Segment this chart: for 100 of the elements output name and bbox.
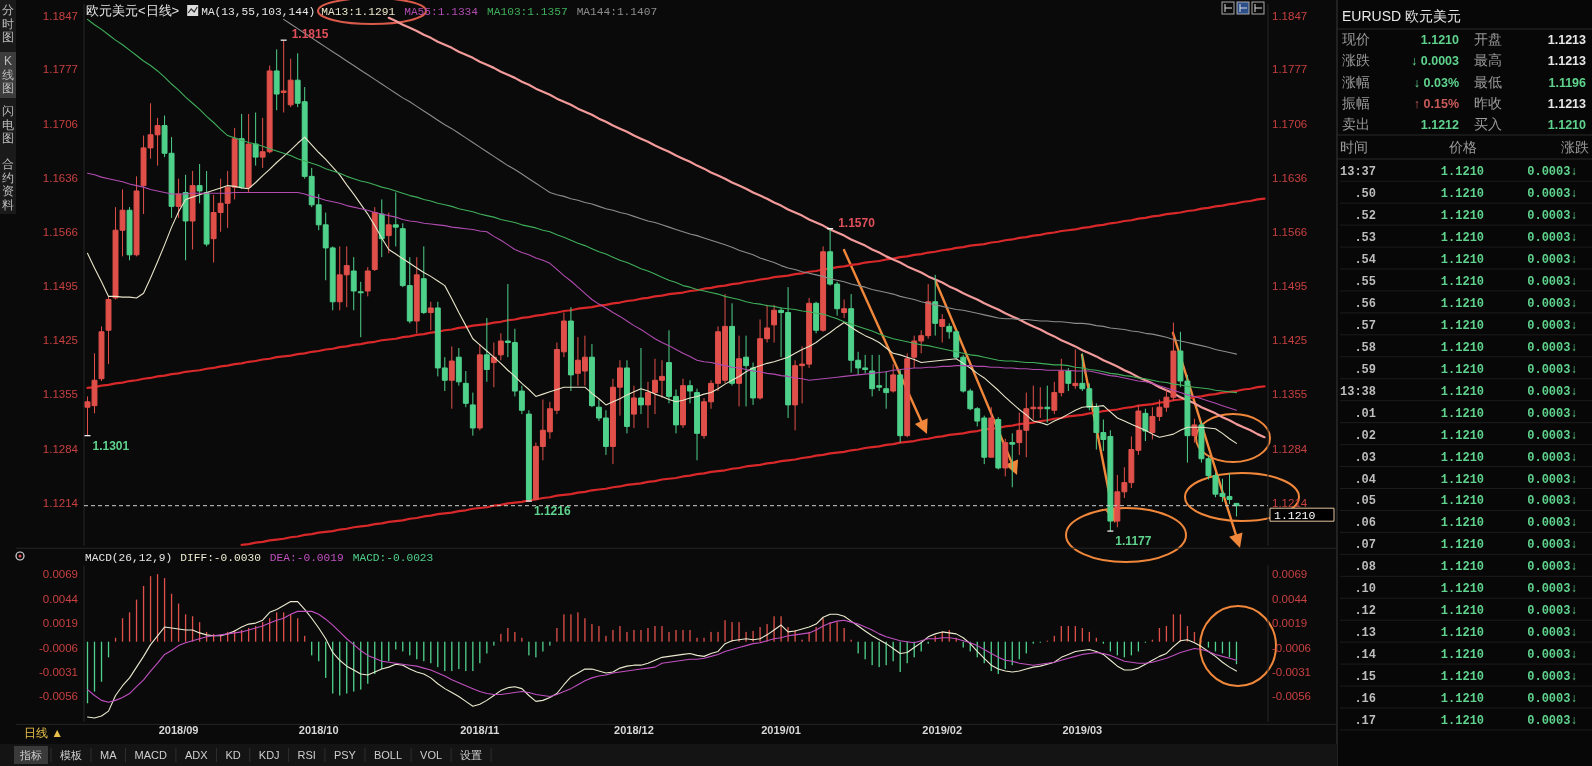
text: 1.1213 bbox=[1547, 54, 1587, 69]
text: 1.1212 bbox=[1420, 118, 1460, 133]
candlestick bbox=[680, 378, 686, 429]
text: .16 1.1210 0.0003↓ bbox=[1354, 692, 1578, 706]
ref-line-label: 1.1210 bbox=[1274, 508, 1316, 522]
candlestick bbox=[645, 381, 651, 429]
candlestick bbox=[890, 363, 897, 394]
y-tick-label: -0.0056 bbox=[38, 690, 78, 703]
candlestick bbox=[1142, 408, 1149, 442]
candlestick bbox=[631, 385, 637, 429]
candlestick bbox=[196, 163, 203, 204]
text: ADX bbox=[184, 749, 209, 761]
y-tick-label: -0.0031 bbox=[38, 666, 78, 679]
text: 模板 bbox=[60, 749, 82, 761]
y-tick-label: 1.1636 bbox=[42, 171, 78, 184]
text: 1.1196 bbox=[1548, 75, 1587, 90]
text: 日线 ▲ bbox=[24, 726, 64, 740]
text: EURUSD 欧元美元 bbox=[1342, 8, 1462, 24]
text: MACD bbox=[134, 749, 167, 761]
candlestick bbox=[413, 256, 420, 334]
text: BOLL bbox=[373, 749, 403, 761]
y-tick-label: 0.0019 bbox=[42, 617, 78, 630]
text: 13:38 1.1210 0.0003↓ bbox=[1340, 384, 1578, 399]
candlestick bbox=[883, 370, 890, 410]
annotation: 1.1815 bbox=[291, 27, 329, 42]
candlestick bbox=[638, 347, 644, 415]
y-tick-label: 1.1777 bbox=[42, 63, 78, 76]
candlestick bbox=[448, 345, 455, 410]
text: .57 1.1210 0.0003↓ bbox=[1354, 318, 1578, 333]
candlestick bbox=[364, 266, 371, 297]
candlestick bbox=[1044, 385, 1051, 424]
y2-tick-label: 1.1566 bbox=[1272, 225, 1308, 238]
text: MA bbox=[100, 749, 118, 761]
text: .07 1.1210 0.0003↓ bbox=[1354, 538, 1578, 553]
candlestick bbox=[820, 245, 827, 333]
candlestick bbox=[687, 379, 693, 404]
line-series bbox=[86, 197, 1266, 390]
line-series bbox=[240, 385, 1266, 547]
text: .54 1.1210 0.0003↓ bbox=[1354, 253, 1578, 267]
candlestick bbox=[420, 245, 427, 315]
line-series bbox=[387, 16, 1266, 439]
text: .05 1.1210 0.0003↓ bbox=[1354, 494, 1578, 509]
text: 1.1210 bbox=[1547, 118, 1587, 133]
text: 卖出 bbox=[1342, 116, 1370, 133]
y2-tick-label: 0.0069 bbox=[1272, 568, 1308, 581]
y-tick-label: 1.1355 bbox=[42, 388, 78, 401]
y2-tick-label: 1.1284 bbox=[1272, 442, 1308, 455]
text: .01 1.1210 0.0003↓ bbox=[1354, 406, 1578, 421]
text: .02 1.1210 0.0003↓ bbox=[1354, 428, 1578, 443]
y2-tick-label: -0.0031 bbox=[1272, 666, 1312, 679]
candlestick bbox=[378, 198, 385, 258]
candlestick bbox=[462, 370, 469, 408]
candlestick bbox=[1072, 348, 1079, 390]
text: ↓ 0.03% bbox=[1413, 75, 1459, 90]
y-tick-label: 1.1566 bbox=[42, 225, 78, 238]
text: ↑ 0.15% bbox=[1413, 96, 1459, 111]
chart-title: MACD(26,12,9) bbox=[85, 552, 173, 564]
text: .15 1.1210 0.0003↓ bbox=[1354, 670, 1578, 685]
y-tick-label: -0.0006 bbox=[38, 641, 78, 654]
y-tick-label: 1.1495 bbox=[42, 280, 78, 293]
text: ↓ 0.0003 bbox=[1411, 54, 1460, 69]
annotation: 1.1301 bbox=[92, 438, 130, 453]
text: .53 1.1210 0.0003↓ bbox=[1354, 231, 1578, 246]
x-tick-label: 2018/12 bbox=[614, 723, 654, 736]
text: MACD:-0.0023 bbox=[352, 552, 434, 564]
text: 时间 bbox=[1340, 139, 1368, 155]
text: .55 1.1210 0.0003↓ bbox=[1354, 274, 1578, 289]
text: .56 1.1210 0.0003↓ bbox=[1354, 296, 1578, 311]
text: 设置 bbox=[460, 749, 483, 761]
y-tick-label: 1.1706 bbox=[42, 118, 78, 131]
x-tick-label: 2019/03 bbox=[1062, 723, 1103, 736]
candlestick bbox=[273, 48, 280, 111]
text: MA13:1.1291 bbox=[321, 6, 396, 18]
x-tick-label: 2019/02 bbox=[922, 723, 963, 736]
text: 昨收 bbox=[1474, 94, 1502, 111]
candlestick bbox=[736, 335, 743, 407]
y2-tick-label: 0.0044 bbox=[1272, 592, 1308, 605]
text: .13 1.1210 0.0003↓ bbox=[1354, 626, 1578, 641]
text: 1.1210 bbox=[1420, 33, 1460, 47]
text: PSY bbox=[333, 749, 357, 761]
candlestick bbox=[238, 113, 245, 190]
y2-tick-label: 0.0019 bbox=[1272, 617, 1308, 630]
candlestick bbox=[98, 325, 105, 382]
candlestick bbox=[490, 342, 497, 388]
text: K线图 bbox=[2, 54, 14, 95]
text: KD bbox=[225, 749, 241, 761]
x-tick-label: 2018/09 bbox=[158, 723, 199, 736]
x-tick-label: 2018/11 bbox=[460, 723, 500, 736]
y-tick-label: 1.1847 bbox=[42, 9, 78, 22]
candlestick bbox=[476, 343, 483, 431]
text: 指标 bbox=[19, 749, 42, 761]
candlestick bbox=[1002, 438, 1009, 477]
text: 闪电图 bbox=[2, 104, 14, 145]
text: 合约资料 bbox=[2, 157, 14, 212]
candlestick bbox=[988, 406, 995, 458]
candlestick bbox=[750, 362, 757, 406]
text: 分时图 bbox=[2, 3, 14, 44]
text: 最低 bbox=[1474, 73, 1502, 90]
y-tick-label: 1.1214 bbox=[42, 496, 79, 509]
annotation: 1.1216 bbox=[533, 504, 571, 519]
